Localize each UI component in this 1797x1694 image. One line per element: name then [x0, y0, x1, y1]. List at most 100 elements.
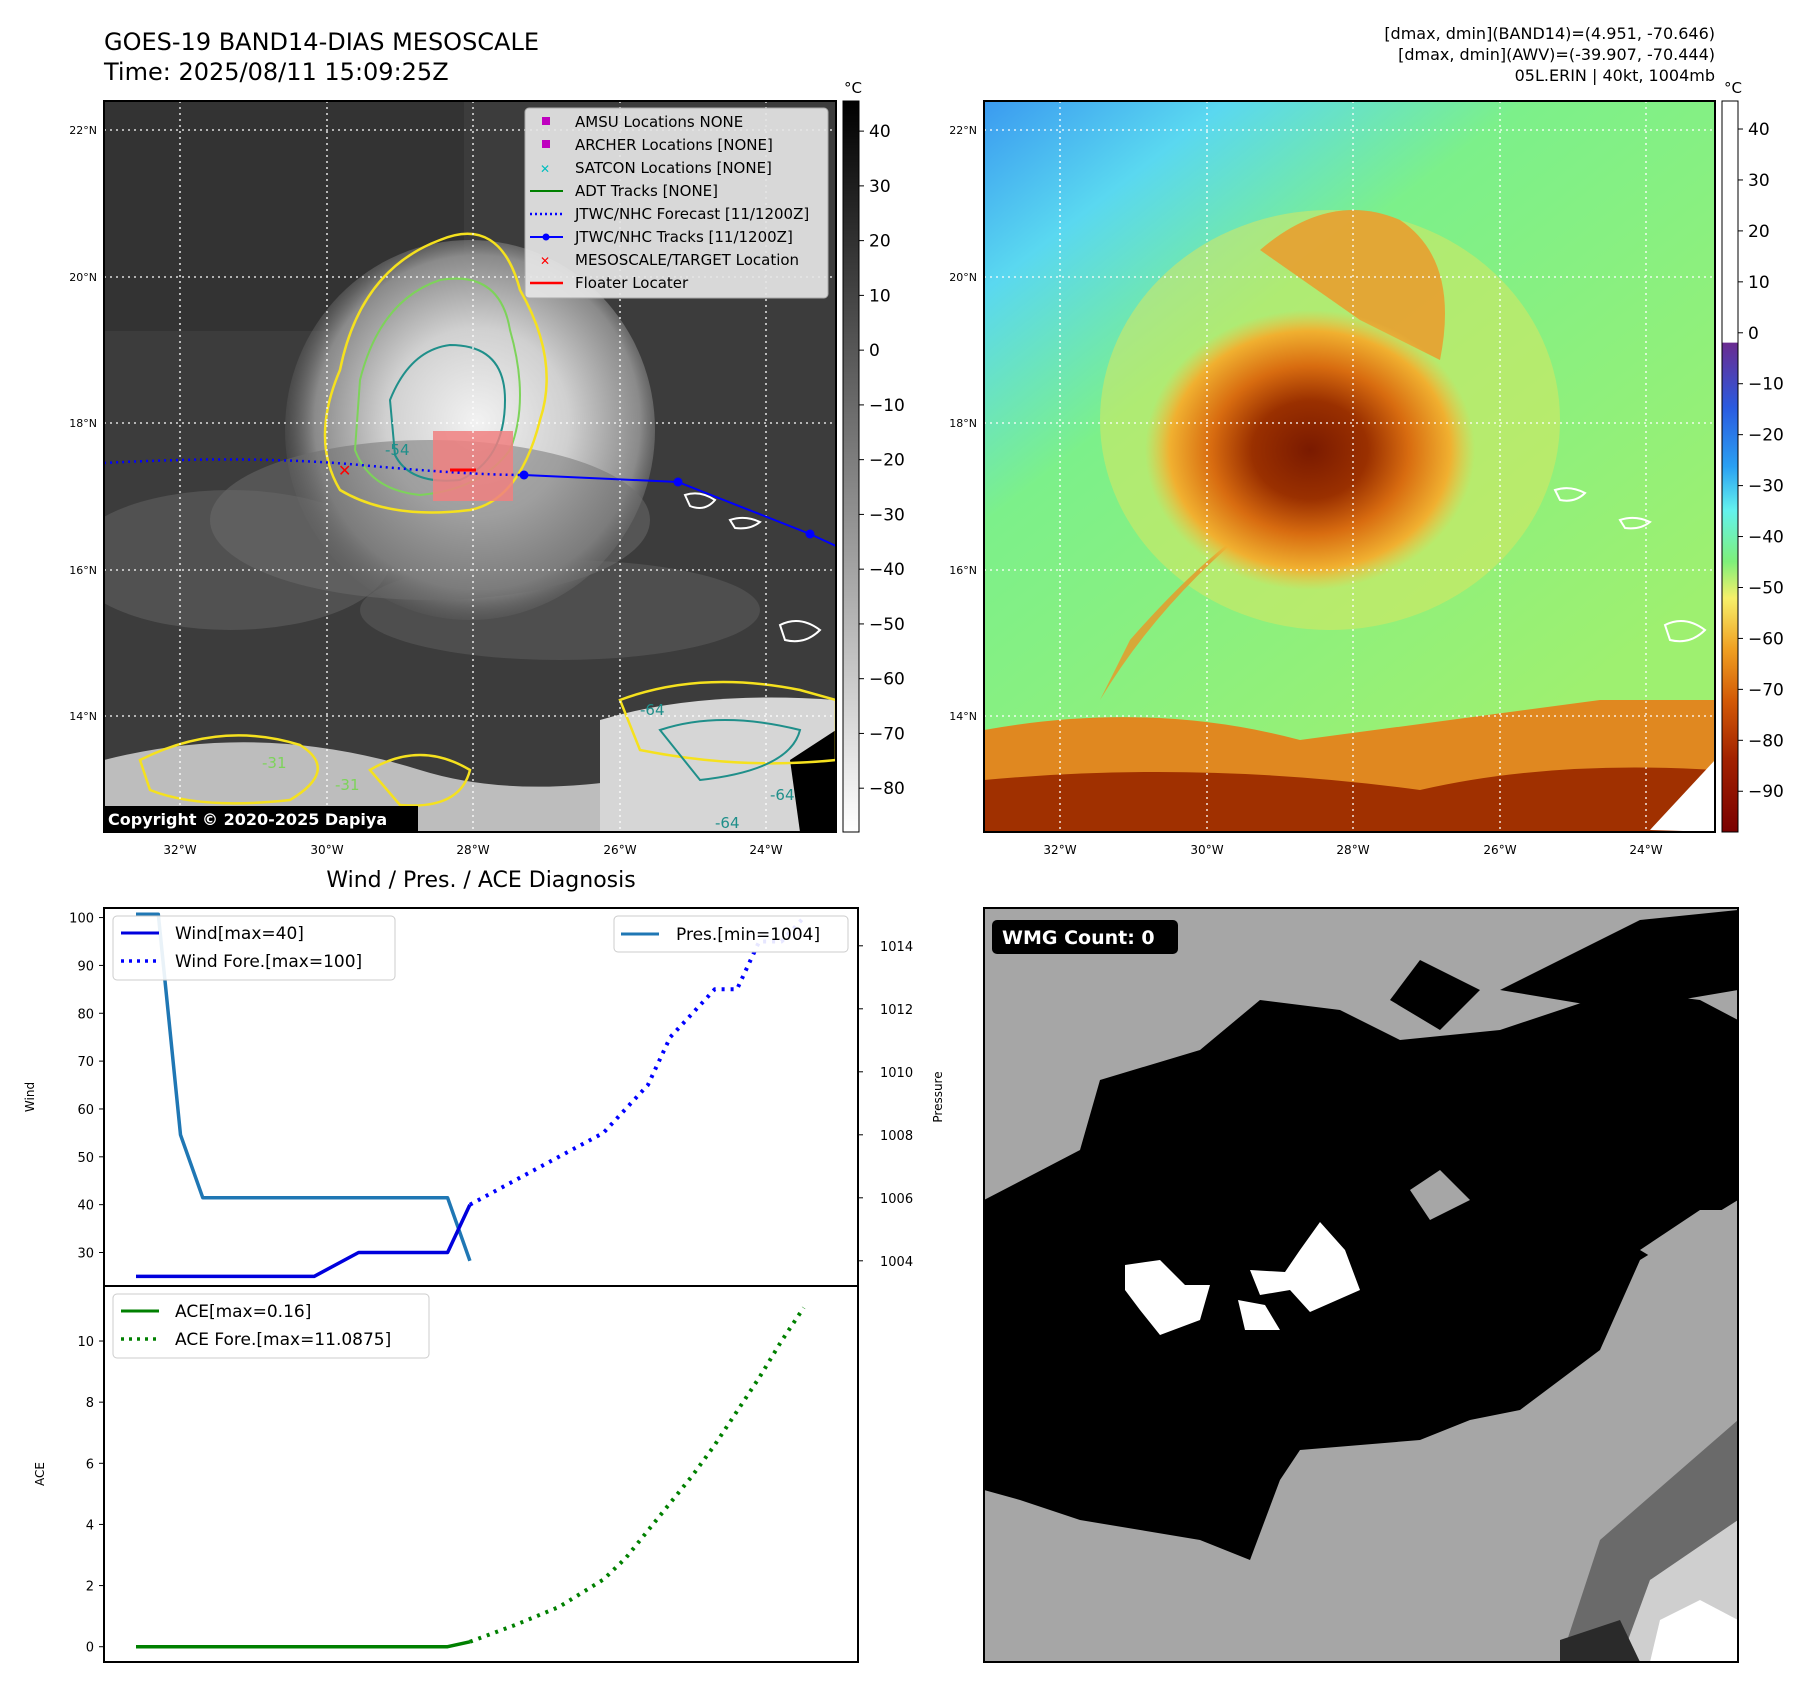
awv-colorbar-tick-label: −80: [1748, 731, 1784, 751]
awv-colorbar-tick-label: −30: [1748, 477, 1784, 497]
awv-colorbar-tick-label: −70: [1748, 680, 1784, 700]
wind-y-tick-label: 30: [77, 1247, 94, 1262]
wind-fore-legend-item: Wind Fore.[max=100]: [175, 952, 362, 972]
awv-colorbar-tick-label: −50: [1748, 578, 1784, 598]
wmg-count-box: [992, 920, 1178, 954]
contour-label-3: -31: [335, 776, 360, 794]
awv-colorbar-tick-label: −20: [1748, 426, 1784, 446]
legend-tracks: JTWC/NHC Tracks [11/1200Z]: [574, 228, 793, 246]
ir-lon-28: 28°W: [456, 843, 489, 857]
ir-lon-24: 24°W: [749, 843, 782, 857]
pressure-y-tick-label: 1014: [880, 940, 913, 955]
wmg-panel: WMG Count: 0: [983, 907, 1739, 1663]
wmg-count-label: WMG Count: 0: [1002, 927, 1155, 949]
contour-label-4: -64: [770, 786, 795, 804]
ir-lat-14: 14°N: [69, 710, 97, 723]
ir-lat-16: 16°N: [69, 564, 97, 577]
ir-lat-18: 18°N: [69, 417, 97, 430]
ir-lon-30: 30°W: [310, 843, 343, 857]
contour-label-5: -64: [715, 814, 740, 832]
wind-y-tick-label: 40: [77, 1199, 94, 1214]
ir-colorbar-unit: °C: [844, 79, 862, 97]
awv-colorbar-unit: °C: [1724, 79, 1742, 97]
ace-fore-legend-item: ACE Fore.[max=11.0875]: [175, 1330, 391, 1350]
ir-map-panel: ✕ -54 -31 -31 -64 -64 -64 Copyright © 20…: [69, 79, 905, 857]
ir-colorbar-tick-label: −10: [869, 396, 905, 416]
wind-series-line: [136, 1203, 472, 1279]
copyright-box: [104, 806, 418, 832]
pressure-y-tick-label: 1012: [880, 1003, 913, 1018]
awv-colorbar-tick-label: 0: [1748, 324, 1759, 344]
ir-lon-32: 32°W: [163, 843, 196, 857]
awv-lon-30: 30°W: [1190, 843, 1223, 857]
contour-label-6: -64: [640, 701, 665, 719]
wind-y-tick-label: 60: [77, 1103, 94, 1118]
wind-legend-item: Wind[max=40]: [175, 924, 304, 944]
awv-lon-28: 28°W: [1336, 843, 1369, 857]
awv-lon-32: 32°W: [1043, 843, 1076, 857]
awv-lat-14: 14°N: [949, 710, 977, 723]
wind-y-tick-label: 100: [69, 912, 94, 927]
awv-map-panel: 22°N 20°N 18°N 16°N 14°N 32°W 30°W 28°W …: [949, 79, 1784, 857]
ir-colorbar-tick-label: −20: [869, 451, 905, 471]
ace-y-tick-label: 4: [86, 1518, 94, 1533]
ace-y-tick-label: 2: [86, 1580, 94, 1595]
pressure-y-tick-label: 1010: [880, 1066, 913, 1081]
awv-colorbar-tick-label: −10: [1748, 375, 1784, 395]
contour-label-2: -31: [262, 754, 287, 772]
pressure-axis-label: Pressure: [931, 1071, 945, 1122]
legend-satcon: SATCON Locations [NONE]: [575, 159, 772, 177]
ir-colorbar: [842, 100, 860, 833]
pressure-legend: Pres.[min=1004]: [613, 915, 849, 953]
awv-colorbar-tick-label: 40: [1748, 120, 1770, 140]
awv-colorbar-tick-label: −90: [1748, 782, 1784, 802]
wind-axis-label: Wind: [23, 1082, 37, 1112]
contour-label-1: -54: [385, 441, 410, 459]
awv-colorbar: [1721, 100, 1739, 833]
figure-time: Time: 2025/08/11 15:09:25Z: [103, 58, 449, 86]
ace-y-tick-label: 0: [86, 1641, 94, 1656]
awv-colorbar-tick-label: 30: [1748, 171, 1770, 191]
ir-colorbar-tick-label: 30: [869, 177, 891, 197]
legend-amsu-marker: [542, 117, 550, 125]
ir-colorbar-tick-label: −60: [869, 670, 905, 690]
figure-title: GOES-19 BAND14-DIAS MESOSCALE: [104, 28, 539, 56]
ir-lat-22: 22°N: [69, 124, 97, 137]
legend-amsu: AMSU Locations NONE: [575, 113, 743, 131]
pressure-y-tick-label: 1008: [880, 1129, 913, 1144]
pressure-legend-item: Pres.[min=1004]: [676, 925, 820, 945]
ir-colorbar-tick-label: 10: [869, 286, 891, 306]
band14-range: [dmax, dmin](BAND14)=(4.951, -70.646): [1384, 24, 1715, 43]
map-legend: AMSU Locations NONE ARCHER Locations [NO…: [524, 107, 829, 299]
awv-colorbar-tick-label: 20: [1748, 222, 1770, 242]
legend-archer: ARCHER Locations [NONE]: [575, 136, 773, 154]
legend-floater: Floater Locater: [575, 274, 689, 292]
svg-text:✕: ✕: [338, 461, 351, 480]
wind-y-tick-label: 90: [77, 959, 94, 974]
awv-colorbar-tick-label: −60: [1748, 629, 1784, 649]
ir-colorbar-tick-label: −30: [869, 505, 905, 525]
awv-lat-20: 20°N: [949, 271, 977, 284]
ace-y-tick-label: 6: [86, 1457, 94, 1472]
awv-lat-22: 22°N: [949, 124, 977, 137]
legend-forecast: JTWC/NHC Forecast [11/1200Z]: [574, 205, 809, 223]
ir-lat-20: 20°N: [69, 271, 97, 284]
diagnosis-title: Wind / Pres. / ACE Diagnosis: [326, 868, 635, 893]
wind-y-tick-label: 80: [77, 1007, 94, 1022]
awv-range: [dmax, dmin](AWV)=(-39.907, -70.444): [1398, 45, 1715, 64]
pressure-y-tick-label: 1006: [880, 1192, 913, 1207]
ir-colorbar-tick-label: 0: [869, 341, 880, 361]
diagnosis-panel: Wind / Pres. / ACE Diagnosis Wind Pressu…: [23, 868, 945, 1663]
ir-colorbar-tick-label: 20: [869, 232, 891, 252]
ir-lon-26: 26°W: [603, 843, 636, 857]
ace-y-tick-label: 8: [86, 1396, 94, 1411]
ir-colorbar-tick-label: −80: [869, 779, 905, 799]
legend-archer-marker: [542, 140, 550, 148]
legend-adt: ADT Tracks [NONE]: [575, 182, 718, 200]
storm-info: 05L.ERIN | 40kt, 1004mb: [1515, 66, 1715, 85]
legend-satcon-marker: ✕: [540, 162, 550, 176]
ace-legend-item: ACE[max=0.16]: [175, 1302, 311, 1322]
wind-legend: Wind[max=40] Wind Fore.[max=100]: [112, 915, 396, 981]
ace-series-line: [136, 1640, 471, 1649]
